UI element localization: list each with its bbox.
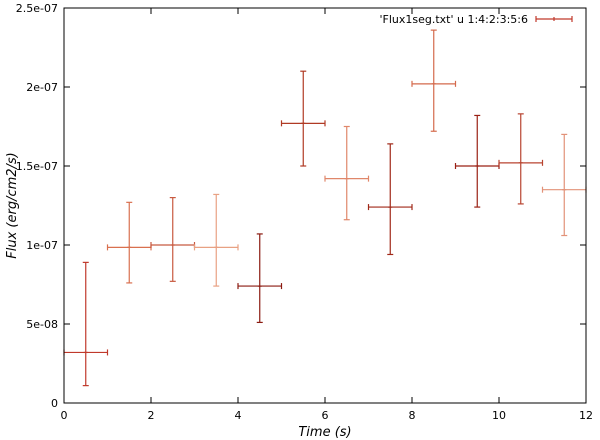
x-tick-label: 8 — [409, 409, 416, 422]
x-tick-label: 4 — [235, 409, 242, 422]
axis-ticks — [63, 7, 587, 404]
legend-label: 'Flux1seg.txt' u 1:4:2:3:5:6 — [379, 13, 528, 26]
data-point-errorbar — [454, 114, 500, 208]
data-point-errorbar — [411, 29, 457, 132]
y-axis-title: Flux (erg/cm2/s) — [5, 152, 20, 259]
x-axis-title: Time (s) — [298, 425, 351, 440]
legend-sample — [535, 16, 573, 22]
data-point-errorbar — [63, 261, 109, 387]
y-tick-label: 2e-07 — [26, 81, 58, 94]
y-tick-label: 1.5e-07 — [16, 160, 58, 173]
x-tick-label: 6 — [322, 409, 329, 422]
y-tick-labels: 0 5e-08 1e-07 1.5e-07 2e-07 2.5e-07 — [16, 2, 58, 410]
x-tick-label: 10 — [492, 409, 506, 422]
x-tick-label: 2 — [148, 409, 155, 422]
legend: 'Flux1seg.txt' u 1:4:2:3:5:6 — [379, 13, 573, 26]
y-tick-label: 2.5e-07 — [16, 2, 58, 15]
data-point-errorbar — [280, 70, 326, 167]
y-tick-label: 0 — [51, 397, 58, 410]
x-tick-label: 12 — [579, 409, 593, 422]
x-tick-labels: 0 2 4 6 8 10 12 — [61, 409, 594, 422]
data-point-errorbar — [324, 125, 370, 221]
data-point-errorbar — [106, 201, 152, 284]
data-point-errorbar — [150, 197, 196, 282]
x-tick-label: 0 — [61, 409, 68, 422]
y-tick-label: 1e-07 — [26, 239, 58, 252]
plot-frame — [63, 7, 587, 404]
data-point-errorbar — [498, 113, 544, 205]
data-point-errorbar — [237, 233, 283, 324]
y-tick-label: 5e-08 — [26, 318, 58, 331]
data-point-errorbar — [193, 193, 239, 287]
plot-area — [63, 29, 587, 387]
data-point-errorbar — [541, 133, 587, 237]
data-point-errorbar — [367, 143, 413, 256]
